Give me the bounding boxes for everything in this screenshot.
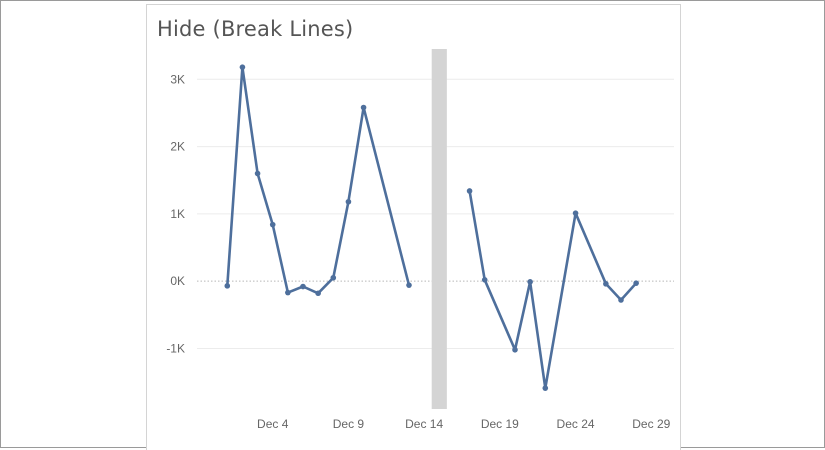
missing-data-band [431, 49, 447, 409]
data-point [406, 282, 412, 288]
x-tick-label: Dec 14 [405, 417, 443, 431]
data-point [239, 64, 246, 70]
x-tick-label: Dec 4 [257, 417, 289, 431]
series-lines [226, 65, 638, 390]
chart-title: Hide (Break Lines) [157, 17, 354, 41]
y-tick-label: -1K [166, 341, 185, 355]
data-point [603, 281, 609, 287]
data-point [315, 290, 321, 297]
y-tick-label: 2K [170, 140, 185, 154]
x-tick-label: Dec 24 [557, 417, 595, 431]
gap-band-layer [431, 49, 447, 409]
series-points [224, 64, 639, 391]
data-point [466, 188, 473, 194]
data-point [269, 221, 276, 228]
data-point [542, 385, 549, 391]
x-tick-label: Dec 19 [481, 417, 519, 431]
chart-panel: Hide (Break Lines) 3K 2K 1K 0K -1K Dec 4 Dec 9… [146, 4, 681, 450]
data-point [572, 210, 579, 216]
series-line-segment [226, 65, 411, 295]
data-point [481, 277, 488, 283]
line-chart: 3K 2K 1K 0K -1K Dec 4 Dec 9 Dec 14 Dec 19 Dec 24 D… [166, 49, 674, 431]
data-point [633, 280, 639, 286]
data-point [330, 274, 337, 281]
data-point [300, 283, 306, 290]
series-line-segment [468, 189, 638, 390]
x-tick-label: Dec 9 [333, 417, 365, 431]
data-point [345, 198, 352, 205]
data-point [285, 289, 291, 296]
y-tick-label: 3K [170, 72, 185, 86]
data-point [512, 346, 518, 353]
axis-ticks: 3K 2K 1K 0K -1K Dec 4 Dec 9 Dec 14 Dec 19 Dec 24 D… [166, 72, 670, 431]
data-point [527, 279, 533, 285]
data-point [224, 283, 231, 289]
data-point [360, 104, 367, 111]
x-tick-label: Dec 29 [632, 417, 670, 431]
y-tick-label: 1K [170, 207, 185, 221]
y-tick-label: 0K [170, 274, 185, 288]
data-point [254, 170, 261, 177]
data-point [618, 297, 624, 303]
